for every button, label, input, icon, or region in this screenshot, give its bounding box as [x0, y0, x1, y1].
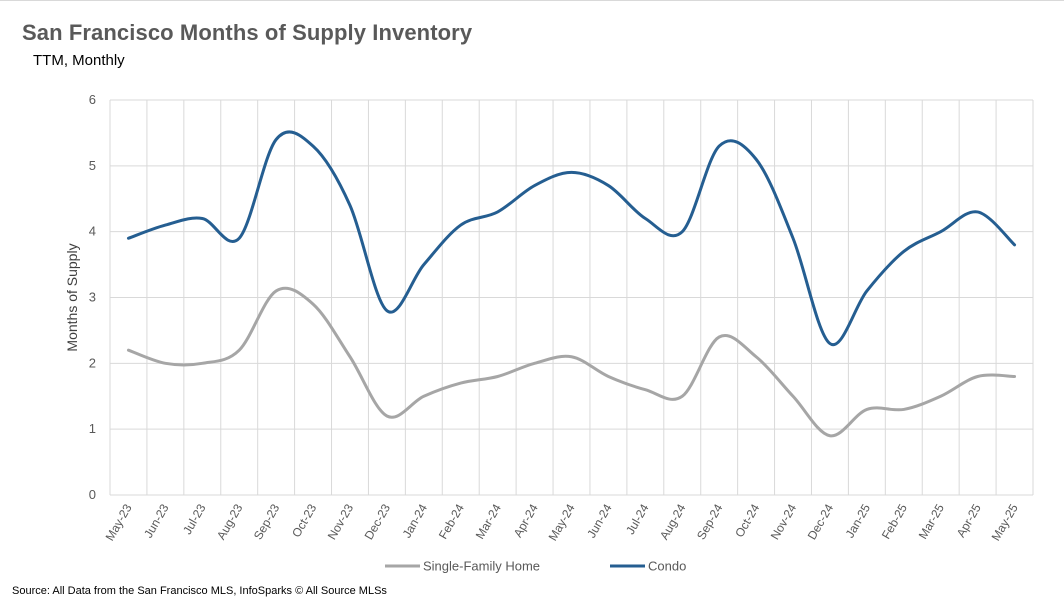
- x-tick-label: May-24: [546, 501, 578, 543]
- y-tick-label: 5: [89, 158, 96, 173]
- x-tick-label: May-25: [989, 501, 1021, 543]
- x-tick-label: Nov-24: [768, 501, 800, 542]
- x-tick-label: Jun-23: [141, 501, 172, 540]
- grid-lines: [109, 99, 1034, 496]
- x-tick-label: Apr-25: [954, 501, 984, 539]
- y-tick-label: 0: [89, 487, 96, 502]
- y-axis-ticks: 0 1 2 3 4 5 6: [89, 92, 96, 502]
- legend-label: Condo: [648, 559, 686, 574]
- x-tick-label: Jun-24: [584, 501, 615, 540]
- series-line-single-family-home: [126, 286, 1017, 438]
- source-note: Source: All Data from the San Francisco …: [12, 585, 387, 597]
- x-tick-label: Sep-23: [251, 501, 283, 542]
- x-tick-label: Jan-24: [400, 501, 431, 540]
- x-axis-ticks: May-23 Jun-23 Jul-23 Aug-23 Sep-23 Oct-23 Nov-…: [103, 501, 1021, 543]
- x-tick-label: Mar-24: [473, 501, 504, 541]
- x-tick-label: Dec-23: [362, 501, 394, 542]
- x-tick-label: May-23: [103, 501, 135, 543]
- x-tick-label: Jul-23: [180, 501, 209, 537]
- x-tick-label: Jan-25: [843, 501, 874, 540]
- y-tick-label: 3: [89, 290, 96, 305]
- x-tick-label: Apr-24: [511, 501, 541, 539]
- y-tick-label: 1: [89, 421, 96, 436]
- chart-subtitle: TTM, Monthly: [33, 52, 125, 69]
- x-tick-label: Jul-24: [623, 501, 652, 537]
- y-tick-label: 6: [89, 92, 96, 107]
- chart-title: San Francisco Months of Supply Inventory: [22, 20, 473, 45]
- series-line-condo: [126, 130, 1017, 347]
- x-tick-label: Oct-23: [289, 501, 319, 539]
- x-tick-label: Mar-25: [916, 501, 947, 541]
- x-tick-label: Aug-23: [214, 501, 246, 542]
- x-tick-label: Sep-24: [694, 501, 726, 542]
- x-tick-label: Nov-23: [325, 501, 357, 542]
- series-lines: [126, 130, 1017, 438]
- x-tick-label: Dec-24: [805, 501, 837, 542]
- x-tick-label: Feb-24: [436, 501, 467, 541]
- y-tick-label: 4: [89, 224, 96, 239]
- y-tick-label: 2: [89, 355, 96, 370]
- legend: Single-Family Home Condo: [385, 559, 686, 574]
- legend-label: Single-Family Home: [423, 559, 540, 574]
- x-tick-label: Oct-24: [732, 501, 762, 539]
- top-border: [0, 0, 1064, 1]
- y-axis-title: Months of Supply: [64, 243, 80, 351]
- x-tick-label: Feb-25: [879, 501, 910, 541]
- x-tick-label: Aug-24: [657, 501, 689, 542]
